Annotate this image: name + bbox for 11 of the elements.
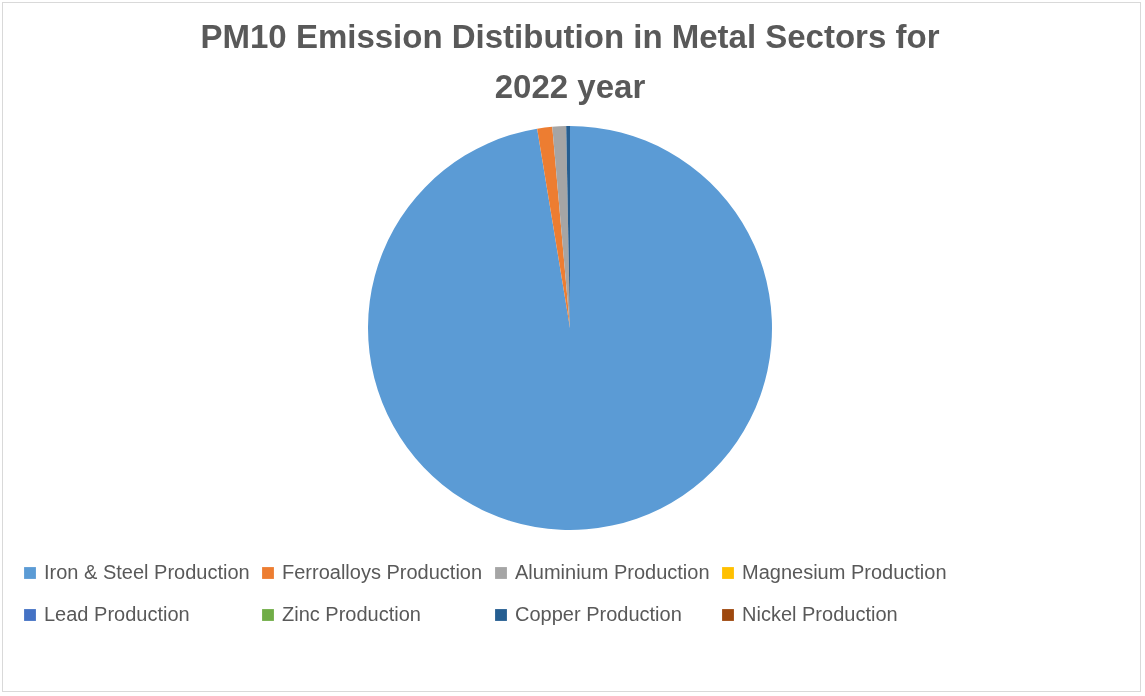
legend-label: Lead Production — [44, 603, 190, 625]
legend-label: Magnesium Production — [742, 561, 947, 583]
legend-label: Zinc Production — [282, 603, 421, 625]
pie-slice — [537, 126, 570, 328]
legend-label: Copper Production — [515, 603, 682, 625]
legend-label: Iron & Steel Production — [44, 561, 250, 583]
legend-label: Aluminium Production — [515, 561, 710, 583]
legend-label: Nickel Production — [742, 603, 898, 625]
pie-slice — [368, 126, 772, 530]
legend-label: Ferroalloys Production — [282, 561, 483, 583]
chart-title: PM10 Emission Distibution in Metal Sectors for 2022 year — [200, 18, 940, 105]
